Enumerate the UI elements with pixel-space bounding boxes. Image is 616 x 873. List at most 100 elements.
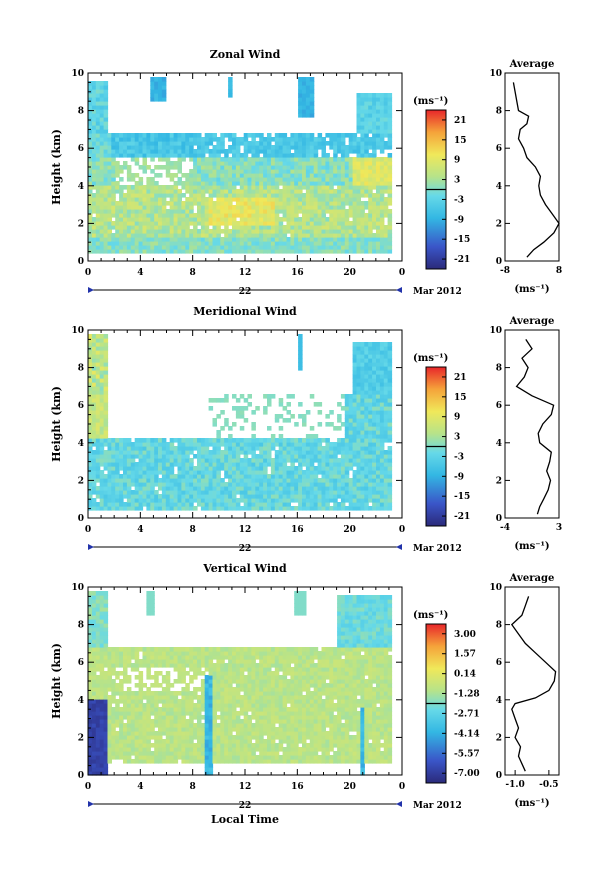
heatmap-cell [267, 426, 272, 431]
heatmap-cell [224, 237, 229, 242]
heatmap-cell [220, 478, 225, 483]
heatmap-cell [95, 105, 101, 110]
heatmap-cell [379, 506, 385, 511]
heatmap-cell [352, 430, 358, 435]
heatmap-cell [150, 193, 155, 198]
heatmap-cell [224, 494, 229, 499]
heatmap-cell [313, 454, 319, 459]
heatmap-cell [278, 161, 284, 166]
heatmap-cell [91, 691, 97, 696]
heatmap-cell [263, 249, 268, 254]
heatmap-cell [200, 490, 206, 495]
heatmap-cell [130, 490, 136, 495]
heatmap-cell [317, 161, 323, 166]
heatmap-cell [95, 181, 101, 186]
heatmap-cell [115, 466, 120, 471]
heatmap-cell [337, 494, 342, 499]
heatmap-cell [123, 245, 128, 250]
heatmap-cell [387, 474, 393, 479]
heatmap-cell [130, 506, 136, 511]
heatmap-cell [115, 683, 120, 688]
heatmap-cell [340, 193, 346, 198]
heatmap-cell [368, 458, 373, 463]
heatmap-cell [126, 723, 132, 728]
heatmap-cell [189, 157, 194, 162]
heatmap-cell [317, 454, 323, 459]
heatmap-cell [130, 667, 136, 672]
heatmap-cell [333, 446, 338, 451]
heatmap-cell [278, 474, 284, 479]
heatmap-cell [142, 691, 147, 696]
heatmap-cell [376, 245, 381, 250]
heatmap-cell [88, 767, 93, 772]
heatmap-cell [204, 201, 210, 206]
heatmap-cell [95, 418, 101, 423]
heatmap-cell [274, 173, 280, 178]
heatmap-cell [197, 161, 202, 166]
heatmap-cell [150, 205, 155, 210]
heatmap-cell [274, 217, 280, 222]
heatmap-cell [107, 213, 112, 218]
heatmap-cell [95, 595, 101, 600]
heatmap-cell [212, 213, 217, 218]
heatmap-cell [212, 165, 217, 170]
heatmap-cell [158, 213, 163, 218]
x-axis: 0 4 8 12 16 20 0 [85, 330, 405, 535]
heatmap-cell [212, 470, 217, 475]
heatmap-cell [111, 751, 116, 756]
heatmap-cell [193, 197, 198, 202]
heatmap-cell [290, 470, 295, 475]
heatmap-cell [368, 241, 373, 246]
heatmap-cell [309, 213, 315, 218]
heatmap-cell [305, 101, 311, 106]
heatmap-cell [103, 627, 109, 632]
heatmap-cell [91, 173, 97, 178]
heatmap-cell [372, 502, 377, 507]
heatmap-cell [239, 237, 245, 242]
heatmap-cell [364, 426, 369, 431]
heatmap-cell [91, 771, 97, 776]
heatmap-cell [333, 229, 338, 234]
heatmap-cell [251, 498, 256, 503]
heatmap-cell [383, 117, 389, 122]
heatmap-cell [376, 201, 381, 206]
heatmap-cell [364, 370, 369, 375]
heatmap-cell [270, 245, 276, 250]
heatmap-cell [247, 205, 252, 210]
heatmap-cell [282, 133, 288, 138]
heatmap-cell [103, 422, 109, 427]
heatmap-cell [294, 494, 299, 499]
heatmap-cell [158, 478, 163, 483]
heatmap-cell [232, 213, 237, 218]
heatmap-cell [154, 149, 159, 154]
heatmap-cell [286, 149, 291, 154]
heatmap-cell [364, 145, 369, 150]
heatmap-cell [305, 161, 311, 166]
heatmap-cell [154, 241, 159, 246]
heatmap-cell [99, 595, 105, 600]
heatmap-cell [181, 249, 186, 254]
heatmap-cell [333, 161, 338, 166]
heatmap-cell [298, 101, 303, 106]
heatmap-cell [267, 249, 272, 254]
heatmap-cell [368, 422, 373, 427]
heatmap-cell [321, 145, 326, 150]
heatmap-cell [103, 394, 109, 399]
heatmap-cell [298, 498, 303, 503]
heatmap-cell [88, 687, 93, 692]
heatmap-cell [126, 735, 132, 740]
heatmap-cell [329, 486, 334, 491]
heatmap-cell [165, 225, 171, 230]
heatmap-cell [325, 498, 330, 503]
heatmap-cell [255, 406, 260, 411]
heatmap-cell [235, 173, 241, 178]
heatmap-cell [337, 249, 342, 254]
heatmap-cell [212, 490, 217, 495]
heatmap-cell [119, 177, 124, 182]
heatmap-cell [123, 141, 128, 146]
heatmap-cell [134, 651, 140, 656]
heatmap-cell [235, 406, 241, 411]
heatmap-cell [239, 205, 245, 210]
heatmap-cell [189, 201, 194, 206]
heatmap-cell [95, 378, 101, 383]
